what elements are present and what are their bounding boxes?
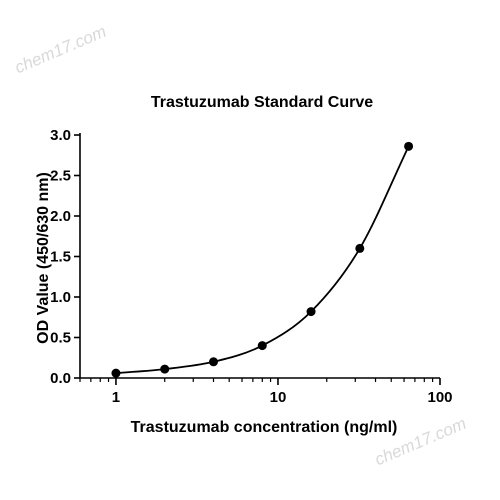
data-point — [355, 243, 365, 253]
x-tick-label: 10 — [270, 389, 287, 406]
x-tick-label: 100 — [427, 389, 452, 406]
data-points — [111, 141, 414, 378]
fit-curve — [115, 145, 410, 375]
axes: 0.0 0.5 1.0 1.5 2.0 2.5 3.0 1 10 100 — [50, 127, 452, 406]
x-axis-label: Trastuzumab concentration (ng/ml) — [131, 419, 398, 436]
data-point — [306, 307, 316, 317]
data-point — [404, 141, 414, 151]
y-tick-label: 1.5 — [50, 249, 71, 266]
data-point — [208, 357, 218, 367]
data-point — [160, 364, 170, 374]
y-tick-label: 2.0 — [50, 208, 71, 225]
data-point — [111, 368, 121, 378]
y-tick-label: 0.0 — [50, 370, 71, 387]
y-tick-label: 2.5 — [50, 168, 71, 185]
y-tick-label: 1.0 — [50, 289, 71, 306]
x-tick-label: 1 — [112, 389, 120, 406]
y-tick-label: 0.5 — [50, 330, 71, 347]
chart-title: Trastuzumab Standard Curve — [151, 94, 373, 111]
y-axis-label: OD Value (450/630 nm) — [35, 172, 52, 344]
data-point — [257, 341, 267, 351]
y-tick-label: 3.0 — [50, 127, 71, 144]
